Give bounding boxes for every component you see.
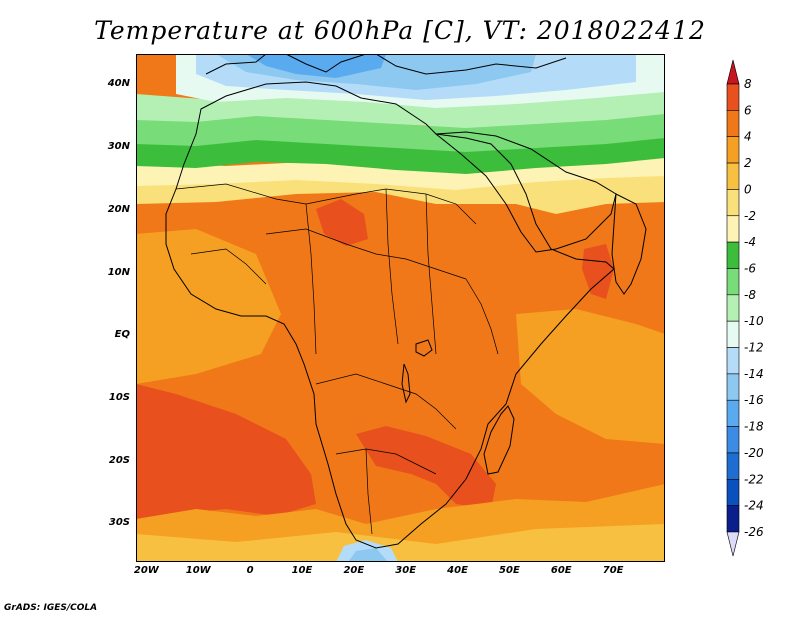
lon-tick-label: 50E xyxy=(499,565,520,576)
border-west xyxy=(190,248,267,285)
lon-tick-label: 40E xyxy=(447,565,468,576)
country-borders xyxy=(175,183,499,535)
colorbar-label: 4 xyxy=(744,130,752,144)
temperature-map xyxy=(136,54,665,562)
temperature-field xyxy=(136,54,665,562)
lat-tick-label: 20N xyxy=(107,203,130,215)
colorbar-label: 6 xyxy=(744,103,752,117)
arabia-coastline xyxy=(434,131,617,253)
colorbar-label: -4 xyxy=(744,235,756,249)
colorbar-segment xyxy=(726,505,740,533)
colorbar-segment xyxy=(726,189,740,217)
colorbar-segment xyxy=(726,426,740,454)
colorbar-segment xyxy=(726,83,740,111)
colorbar-label: 8 xyxy=(744,77,752,91)
colorbar-label: -26 xyxy=(744,525,764,539)
colorbar-segment xyxy=(726,294,740,322)
lat-tick-label: 40N xyxy=(107,78,130,90)
colorbar-canvas: 8 6 4 2 0 -2 -4 -6 -8 -10 -12 -14 -16 -18 -20 -22 -24 -26 xyxy=(726,59,764,557)
colorbar-label: -18 xyxy=(744,420,764,434)
colorbar-label: 0 xyxy=(744,182,752,196)
colorbar-segment xyxy=(726,452,740,480)
lon-tick-label: 30E xyxy=(395,565,417,576)
field-north-pale xyxy=(136,156,665,190)
lon-tick-label: 20E xyxy=(343,565,365,576)
colorbar-segment xyxy=(726,110,740,138)
colorbar-label: -16 xyxy=(744,393,764,407)
africa-coastline xyxy=(165,81,615,549)
colorbar-label: -6 xyxy=(744,261,756,275)
colorbar-label: 2 xyxy=(744,156,752,170)
field-green-belt xyxy=(136,109,665,152)
colorbar-segment xyxy=(726,136,740,164)
colorbar-segment xyxy=(726,373,740,401)
colorbar-label: -22 xyxy=(744,472,764,486)
field-west-mild xyxy=(136,229,281,384)
lon-tick-label: 70E xyxy=(602,565,624,576)
border-vertical-3 xyxy=(425,193,437,355)
border-east xyxy=(465,278,499,355)
field-sahara-hot xyxy=(316,199,368,246)
field-mozambique-hot xyxy=(356,426,496,509)
lat-tick-label: 10S xyxy=(108,391,130,403)
map-title: Temperature at 600hPa [C], VT: 201802241… xyxy=(94,16,706,45)
border-southern-africa xyxy=(335,448,437,475)
lat-tick-label: EQ xyxy=(114,329,130,341)
map-frame xyxy=(136,54,665,562)
lat-tick-label: 10N xyxy=(107,266,130,278)
colorbar-bottom-arrow xyxy=(726,531,740,557)
field-east-mild xyxy=(516,309,665,444)
colorbar-segment xyxy=(726,241,740,269)
grads-credit: GrADS: IGES/COLA xyxy=(4,603,98,613)
colorbar-segment xyxy=(726,347,740,375)
colorbar-segment xyxy=(726,478,740,506)
border-south xyxy=(315,373,457,430)
border-sahara xyxy=(175,183,477,225)
colorbar-label: -12 xyxy=(744,341,764,355)
colorbar-label: -20 xyxy=(744,446,764,460)
colorbar-segment xyxy=(726,399,740,427)
field-blue-mid xyxy=(246,54,386,78)
india-coastline xyxy=(611,193,647,295)
map-canvas xyxy=(136,54,665,562)
field-atlantic-south-hot xyxy=(136,384,316,524)
lake-tanganyika xyxy=(401,363,411,404)
colorbar-label: -14 xyxy=(744,367,764,381)
colorbar: 8 6 4 2 0 -2 -4 -6 -8 -10 -12 -14 -16 -18 -20 -22 -24 -26 xyxy=(721,58,791,558)
lon-tick-label: 60E xyxy=(550,565,572,576)
lon-tick-label: 0 xyxy=(246,565,254,576)
colorbar-label: -8 xyxy=(744,288,756,302)
field-south-cold-core xyxy=(348,548,388,562)
field-arabian-hot xyxy=(582,244,614,299)
lake-victoria xyxy=(415,339,433,357)
field-green-belt-dark xyxy=(136,134,665,174)
field-far-south-cool xyxy=(136,524,665,562)
coastlines xyxy=(165,54,647,549)
europe-coastline xyxy=(205,54,567,75)
border-vertical-1 xyxy=(305,203,317,355)
madagascar-coastline xyxy=(483,405,515,475)
lat-tick-label: 20S xyxy=(108,454,130,466)
colorbar-segment xyxy=(726,215,740,243)
colorbar-top-arrow xyxy=(726,59,740,85)
lon-tick-label: 20W xyxy=(133,565,159,576)
border-southern-vertical xyxy=(365,448,373,535)
lat-tick-label: 30N xyxy=(107,141,130,153)
colorbar-label: -2 xyxy=(744,209,756,223)
colorbar-label: -24 xyxy=(744,499,764,513)
colorbar-label: -10 xyxy=(744,314,764,328)
colorbar-segment xyxy=(726,320,740,348)
lon-tick-label: 10W xyxy=(185,565,211,576)
lat-tick-label: 30S xyxy=(108,517,130,529)
lon-tick-label: 10E xyxy=(291,565,313,576)
border-central xyxy=(265,228,467,280)
border-vertical-2 xyxy=(385,188,399,345)
colorbar-segment xyxy=(726,162,740,190)
colorbar-segment xyxy=(726,268,740,296)
